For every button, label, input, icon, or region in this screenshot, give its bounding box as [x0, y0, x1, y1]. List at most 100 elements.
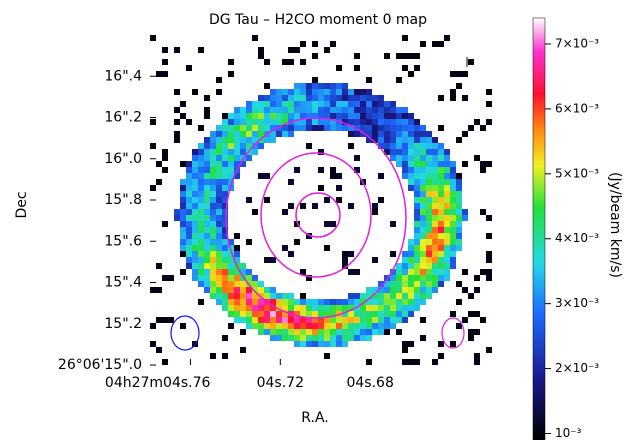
image-pixel	[384, 293, 390, 299]
image-pixel	[396, 131, 402, 137]
image-pixel	[402, 131, 408, 137]
image-pixel	[240, 131, 246, 137]
image-pixel	[378, 311, 384, 317]
image-pixel	[288, 179, 294, 185]
image-pixel	[486, 251, 492, 257]
image-pixel	[402, 155, 408, 161]
image-pixel	[390, 299, 396, 305]
image-pixel	[456, 185, 462, 191]
image-pixel	[480, 161, 486, 167]
image-pixel	[420, 185, 426, 191]
image-pixel	[336, 323, 342, 329]
image-pixel	[186, 245, 192, 251]
image-pixel	[204, 203, 210, 209]
image-pixel	[486, 119, 492, 125]
image-pixel	[180, 215, 186, 221]
image-pixel	[354, 299, 360, 305]
image-pixel	[258, 113, 264, 119]
image-pixel	[294, 317, 300, 323]
image-pixel	[246, 197, 252, 203]
image-pixel	[246, 239, 252, 245]
image-pixel	[336, 83, 342, 89]
image-pixel	[336, 335, 342, 341]
image-pixel	[408, 275, 414, 281]
image-pixel	[480, 167, 486, 173]
image-pixel	[348, 269, 354, 275]
image-pixel	[342, 335, 348, 341]
image-pixel	[240, 329, 246, 335]
image-pixel	[300, 107, 306, 113]
image-pixel	[474, 359, 480, 365]
image-pixel	[336, 125, 342, 131]
image-pixel	[324, 341, 330, 347]
y-tick-label: 16".0	[104, 151, 142, 167]
image-pixel	[408, 305, 414, 311]
image-pixel	[426, 239, 432, 245]
image-pixel	[348, 131, 354, 137]
image-pixel	[378, 131, 384, 137]
image-pixel	[210, 239, 216, 245]
image-pixel	[432, 41, 438, 47]
image-pixel	[402, 281, 408, 287]
image-pixel	[372, 101, 378, 107]
image-pixel	[210, 353, 216, 359]
image-pixel	[342, 101, 348, 107]
image-pixel	[336, 185, 342, 191]
image-pixel	[258, 305, 264, 311]
image-pixel	[378, 137, 384, 143]
image-pixel	[246, 131, 252, 137]
image-pixel	[312, 335, 318, 341]
image-pixel	[330, 41, 336, 47]
image-pixel	[384, 137, 390, 143]
image-pixel	[204, 113, 210, 119]
image-pixel	[342, 299, 348, 305]
image-pixel	[240, 293, 246, 299]
image-pixel	[216, 251, 222, 257]
image-pixel	[216, 125, 222, 131]
image-pixel	[330, 125, 336, 131]
image-pixel	[288, 125, 294, 131]
image-pixel	[408, 173, 414, 179]
image-pixel	[246, 305, 252, 311]
image-pixel	[306, 95, 312, 101]
image-pixel	[432, 149, 438, 155]
image-pixel	[330, 317, 336, 323]
image-pixel	[444, 149, 450, 155]
image-pixel	[294, 299, 300, 305]
image-pixel	[186, 251, 192, 257]
image-pixel	[408, 137, 414, 143]
image-pixel	[198, 281, 204, 287]
image-pixel	[402, 299, 408, 305]
image-pixel	[252, 305, 258, 311]
image-pixel	[318, 299, 324, 305]
image-pixel	[426, 215, 432, 221]
image-pixel	[204, 209, 210, 215]
image-pixel	[426, 257, 432, 263]
image-pixel	[264, 101, 270, 107]
image-pixel	[402, 347, 408, 353]
image-pixel	[150, 143, 156, 149]
image-pixel	[270, 311, 276, 317]
image-pixel	[228, 149, 234, 155]
image-pixel	[402, 305, 408, 311]
image-pixel	[456, 197, 462, 203]
image-pixel	[294, 95, 300, 101]
image-pixel	[348, 317, 354, 323]
image-pixel	[180, 251, 186, 257]
image-pixel	[432, 209, 438, 215]
image-pixel	[408, 269, 414, 275]
image-pixel	[228, 131, 234, 137]
image-pixel	[198, 239, 204, 245]
image-pixel	[378, 101, 384, 107]
image-pixel	[420, 275, 426, 281]
image-pixel	[240, 113, 246, 119]
colorbar-tick-label: 2×10⁻³	[555, 361, 599, 375]
image-pixel	[174, 47, 180, 53]
image-pixel	[306, 311, 312, 317]
image-pixel	[234, 281, 240, 287]
image-pixel	[174, 215, 180, 221]
image-pixel	[198, 173, 204, 179]
image-pixel	[198, 257, 204, 263]
colorbar-tick-label: 6×10⁻³	[555, 101, 599, 115]
image-pixel	[192, 233, 198, 239]
